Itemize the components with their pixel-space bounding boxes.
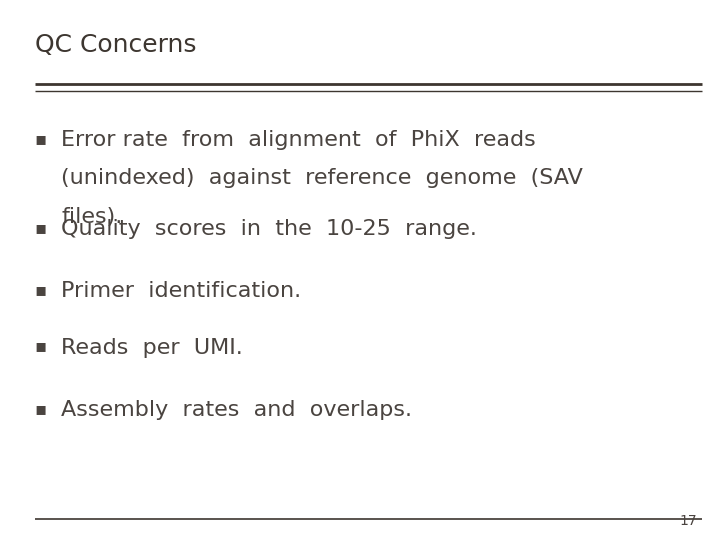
Text: ▪: ▪ xyxy=(35,130,47,147)
Text: Primer  identification.: Primer identification. xyxy=(61,281,302,301)
Text: Assembly  rates  and  overlaps.: Assembly rates and overlaps. xyxy=(61,400,412,420)
Text: (unindexed)  against  reference  genome  (SAV: (unindexed) against reference genome (SA… xyxy=(61,168,583,188)
Text: Quality  scores  in  the  10-25  range.: Quality scores in the 10-25 range. xyxy=(61,219,477,239)
Text: Error rate  from  alignment  of  PhiX  reads: Error rate from alignment of PhiX reads xyxy=(61,130,536,150)
Text: ▪: ▪ xyxy=(35,400,47,417)
Text: Reads  per  UMI.: Reads per UMI. xyxy=(61,338,243,357)
Text: QC Concerns: QC Concerns xyxy=(35,33,196,57)
Text: ▪: ▪ xyxy=(35,338,47,355)
Text: ▪: ▪ xyxy=(35,281,47,299)
Text: files).: files). xyxy=(61,207,122,227)
Text: 17: 17 xyxy=(680,514,697,528)
Text: ▪: ▪ xyxy=(35,219,47,237)
